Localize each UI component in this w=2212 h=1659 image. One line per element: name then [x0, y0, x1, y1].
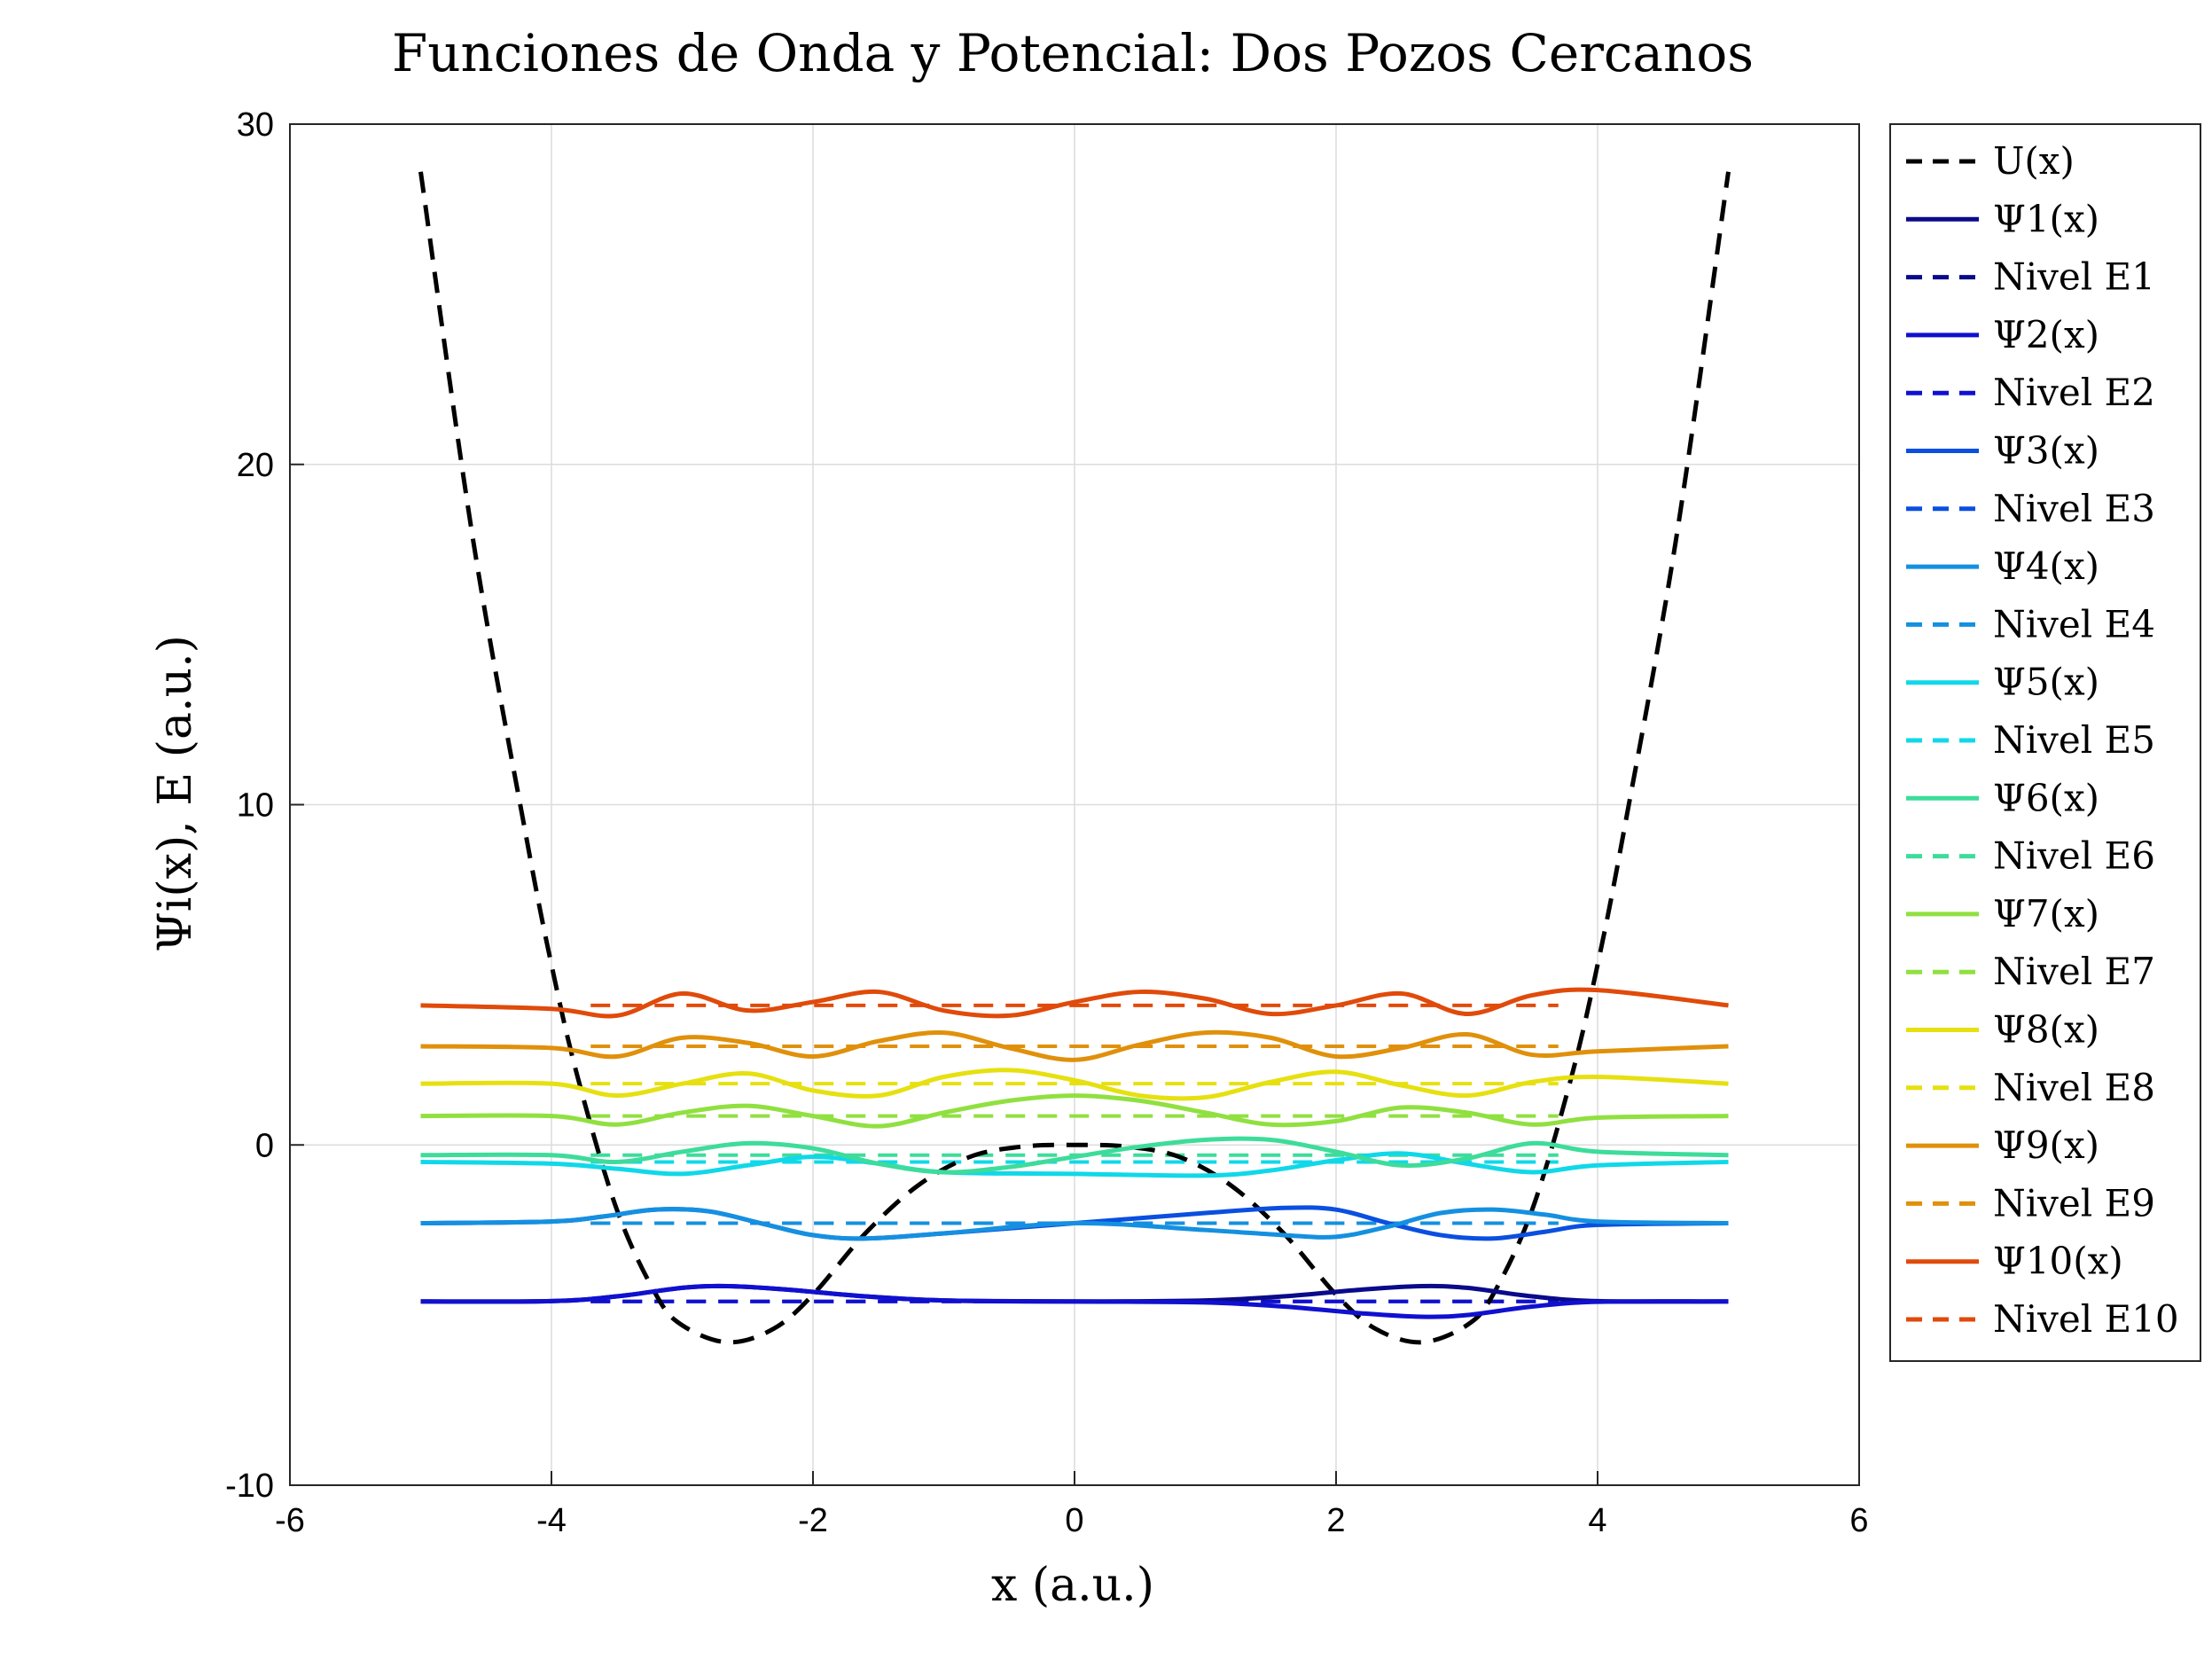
legend-label: Ψ3(x): [1993, 429, 2099, 473]
wavefunction-line-2: [420, 1283, 1729, 1319]
legend: U(x) Ψ1(x) Nivel E1 Ψ2(x) Nivel E2 Ψ3(x) Nivel…: [1889, 123, 2201, 1362]
y-tick-label: 10: [237, 787, 274, 825]
x-tick-label: 4: [1588, 1502, 1606, 1539]
wavefunction-line-7: [420, 1093, 1729, 1129]
y-tick-label: 20: [237, 447, 274, 484]
legend-label: Nivel E3: [1993, 487, 2155, 530]
legend-label: Nivel E4: [1993, 602, 2155, 646]
x-tick-label: 6: [1849, 1502, 1868, 1539]
chart-title: Funciones de Onda y Potencial: Dos Pozos…: [392, 23, 1754, 83]
legend-label: Ψ5(x): [1993, 661, 2099, 704]
legend-label: Nivel E8: [1993, 1066, 2155, 1109]
y-tick-labels: -10 0 10 20 30: [225, 106, 304, 1505]
legend-label: Nivel E10: [1993, 1297, 2179, 1341]
plot-area: -6 -4 -2 0 2 4 6 -10 0 10 20 30: [225, 106, 1868, 1539]
legend-label: Ψ7(x): [1993, 892, 2099, 935]
legend-label: Nivel E9: [1993, 1181, 2155, 1225]
legend-label: Ψ2(x): [1993, 313, 2099, 356]
x-tick-label: -2: [798, 1502, 828, 1539]
legend-label: Nivel E1: [1993, 255, 2155, 299]
y-tick-label: -10: [225, 1467, 274, 1505]
legend-label: Nivel E7: [1993, 950, 2155, 993]
legend-label: Nivel E5: [1993, 718, 2155, 762]
legend-label: Ψ10(x): [1993, 1240, 2123, 1283]
x-tick-label: -6: [275, 1502, 305, 1539]
y-tick-label: 0: [255, 1127, 274, 1164]
wavefunction-line-6: [420, 1136, 1729, 1175]
wavefunction-line-10: [420, 987, 1729, 1019]
grid: [289, 123, 1860, 1486]
x-tick-label: 2: [1326, 1502, 1345, 1539]
legend-label: Ψ6(x): [1993, 776, 2099, 819]
x-axis-label: x (a.u.): [991, 1559, 1154, 1612]
x-tick-label: -4: [536, 1502, 567, 1539]
wavefunction-line-9: [420, 1029, 1729, 1062]
legend-label: Ψ4(x): [1993, 544, 2099, 588]
x-tick-labels: -6 -4 -2 0 2 4 6: [275, 1471, 1869, 1539]
y-tick-label: 30: [237, 106, 274, 144]
wavefunction-line-4: [420, 1207, 1729, 1241]
wavefunction-line-5: [420, 1151, 1729, 1178]
legend-label: Nivel E2: [1993, 371, 2155, 414]
legend-label: Ψ8(x): [1993, 1008, 2099, 1052]
legend-label: U(x): [1993, 139, 2075, 183]
x-tick-label: 0: [1065, 1502, 1083, 1539]
y-axis-label: Ψi(x), E (a.u.): [149, 635, 202, 952]
legend-label: Nivel E6: [1993, 834, 2155, 878]
legend-items: U(x) Ψ1(x) Nivel E1 Ψ2(x) Nivel E2 Ψ3(x) Nivel…: [1906, 139, 2179, 1341]
legend-label: Ψ1(x): [1993, 197, 2099, 240]
wavefunction-group: [420, 987, 1729, 1319]
wavefunction-line-8: [420, 1068, 1729, 1101]
legend-label: Ψ9(x): [1993, 1123, 2099, 1167]
